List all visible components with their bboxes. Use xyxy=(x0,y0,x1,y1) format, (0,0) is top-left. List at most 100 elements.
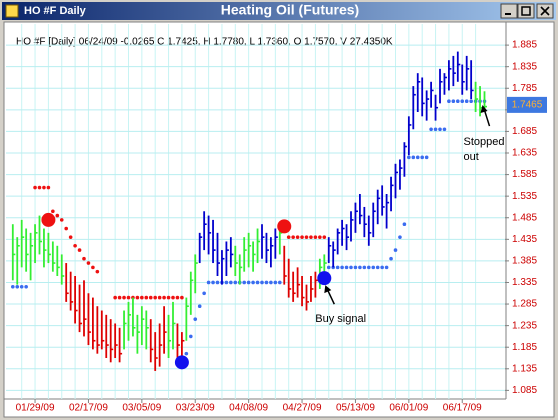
sar-dot xyxy=(126,295,131,300)
y-tick-label: 1.435 xyxy=(512,234,537,245)
y-tick-label: 1.335 xyxy=(512,277,537,288)
y-tick-label: 1.635 xyxy=(512,148,537,159)
sar-dot xyxy=(407,155,411,160)
x-tick-label: 04/27/09 xyxy=(283,403,322,414)
sar-dot xyxy=(398,235,402,239)
y-tick-label: 1.135 xyxy=(512,363,537,374)
y-tick-label: 1.085 xyxy=(512,385,537,396)
x-tick-label: 06/17/09 xyxy=(443,403,482,414)
sar-dot xyxy=(82,256,86,261)
last-price-box xyxy=(507,96,547,113)
sar-dot xyxy=(193,317,198,321)
y-tick-label: 1.385 xyxy=(512,256,537,267)
sar-dot xyxy=(229,280,233,285)
x-tick-label: 04/08/09 xyxy=(229,403,268,414)
y-tick-label: 1.885 xyxy=(512,40,537,51)
maximize-button[interactable] xyxy=(517,3,535,19)
sar-dot xyxy=(11,284,15,289)
sar-dot xyxy=(464,99,469,104)
sar-dot xyxy=(424,155,429,160)
x-tick-label: 05/13/09 xyxy=(336,403,375,414)
sar-dot xyxy=(322,235,327,239)
sar-dot xyxy=(68,235,73,239)
sar-dot xyxy=(456,99,460,104)
sar-dot xyxy=(55,213,60,218)
sar-dot xyxy=(415,155,420,160)
window-caption: HO #F Daily xyxy=(24,5,87,17)
sar-dot xyxy=(295,235,300,239)
sar-dot xyxy=(313,235,318,239)
sar-dot xyxy=(95,269,100,274)
sar-dot xyxy=(175,295,180,300)
sar-dot xyxy=(206,280,211,285)
x-tick-label: 03/23/09 xyxy=(176,403,215,414)
sar-dot xyxy=(153,295,157,300)
sar-dot xyxy=(349,265,353,270)
sar-dot xyxy=(242,280,246,285)
sar-dot xyxy=(15,284,20,289)
sar-dot xyxy=(135,295,140,300)
sar-dot xyxy=(340,265,344,270)
sar-dot xyxy=(86,261,91,265)
annotation-text: out xyxy=(464,151,479,163)
sar-dot xyxy=(433,127,438,132)
sar-dot xyxy=(184,351,189,356)
y-tick-label: 1.235 xyxy=(512,320,537,331)
x-tick-label: 06/01/09 xyxy=(389,403,428,414)
sar-dot xyxy=(260,280,264,285)
sar-dot xyxy=(144,295,149,300)
sar-dot xyxy=(171,295,175,300)
signal-dot xyxy=(277,219,292,234)
sar-dot xyxy=(358,265,362,270)
sar-dot xyxy=(353,265,358,270)
close-glyph xyxy=(540,6,550,16)
sar-dot xyxy=(51,209,55,214)
sar-dot xyxy=(117,295,122,300)
y-tick-label: 1.285 xyxy=(512,299,537,310)
annotation-arrowhead xyxy=(480,105,488,114)
sar-dot xyxy=(19,284,24,289)
sar-dot xyxy=(202,291,206,296)
sar-dot xyxy=(278,280,282,285)
sar-dot xyxy=(251,280,255,285)
signal-dot xyxy=(41,212,56,227)
x-tick-label: 03/05/09 xyxy=(122,403,161,414)
sar-dot xyxy=(24,284,28,289)
signal-dot xyxy=(174,355,189,370)
minimize-button[interactable] xyxy=(500,3,518,19)
annotation-text: Buy signal xyxy=(315,313,366,325)
sar-dot xyxy=(197,304,202,309)
maximize-glyph xyxy=(521,6,531,16)
sar-dot xyxy=(326,265,331,270)
window-buttons xyxy=(500,3,554,19)
sar-dot xyxy=(246,280,251,285)
sar-dot xyxy=(37,185,42,190)
sar-dot xyxy=(157,295,162,300)
sar-dot xyxy=(46,185,51,190)
sar-dot xyxy=(59,218,64,222)
sar-dot xyxy=(318,235,322,239)
sar-dot xyxy=(180,295,184,300)
sar-dot xyxy=(411,155,416,160)
sar-dot xyxy=(344,265,349,270)
sar-dot xyxy=(393,248,398,252)
sar-dot xyxy=(64,226,68,231)
sar-dot xyxy=(420,155,425,160)
last-price-label: 1.7465 xyxy=(512,100,543,111)
sar-dot xyxy=(77,248,82,252)
sar-dot xyxy=(451,99,456,104)
sar-dot xyxy=(447,99,451,104)
annotation-arrowhead xyxy=(324,285,332,294)
sar-dot xyxy=(224,280,229,285)
sar-dot xyxy=(304,235,309,239)
y-tick-label: 1.485 xyxy=(512,212,537,223)
y-tick-label: 1.585 xyxy=(512,169,537,180)
sar-dot xyxy=(371,265,376,270)
sar-dot xyxy=(264,280,269,285)
sar-dot xyxy=(211,280,215,285)
sar-dot xyxy=(113,295,117,300)
signal-dot xyxy=(317,271,332,286)
sar-dot xyxy=(442,127,447,132)
sar-dot xyxy=(309,235,313,239)
